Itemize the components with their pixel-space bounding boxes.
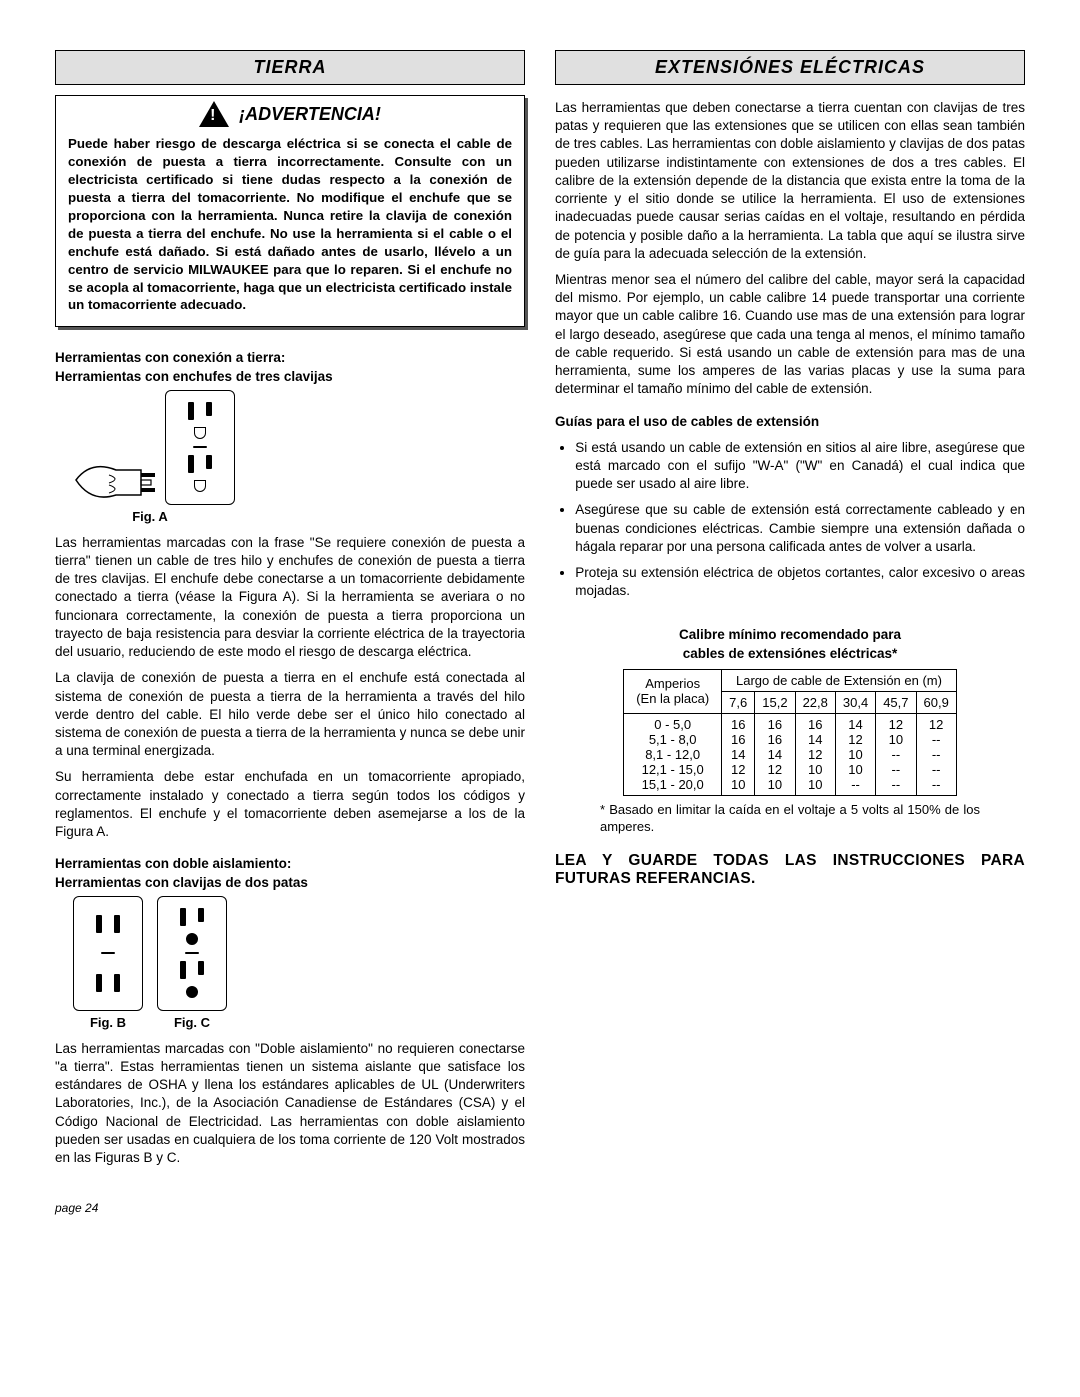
ext-para-1: Las herramientas que deben conectarse a … xyxy=(555,99,1025,263)
left-column: TIERRA ¡ADVERTENCIA! Puede haber riesgo … xyxy=(55,50,525,1171)
para-grounded-2: La clavija de conexión de puesta a tierr… xyxy=(55,669,525,760)
table-row: 0 - 5,0 5,1 - 8,0 8,1 - 12,0 12,1 - 15,0… xyxy=(624,713,957,795)
warning-triangle-icon xyxy=(199,101,229,127)
figure-a-label: Fig. A xyxy=(65,509,235,524)
guidelines-list: Si está usando un cable de extensión en … xyxy=(555,439,1025,609)
outlet-grounded-icon xyxy=(165,390,235,505)
figure-a: Fig. A xyxy=(65,390,235,524)
section-header-extensiones: EXTENSIÓNES ELÉCTRICAS xyxy=(555,50,1025,85)
subhead-guias: Guías para el uso de cables de extensión xyxy=(555,413,1025,431)
list-item: Proteja su extensión eléctrica de objeto… xyxy=(575,564,1025,600)
final-instruction: LEA Y GUARDE TODAS LAS INSTRUCCIONES PAR… xyxy=(555,852,1025,888)
table-header-length: Largo de cable de Extensión en (m) xyxy=(722,669,957,691)
table-header-amperios: Amperios (En la placa) xyxy=(624,669,722,713)
extension-cord-table: Amperios (En la placa) Largo de cable de… xyxy=(623,669,957,796)
warning-label: ¡ADVERTENCIA! xyxy=(239,104,381,125)
subhead-double-insulated: Herramientas con doble aislamiento: Herr… xyxy=(55,855,525,891)
figure-c-label: Fig. C xyxy=(157,1015,227,1030)
warning-title-row: ¡ADVERTENCIA! xyxy=(56,96,524,135)
table-footnote: * Basado en limitar la caída en el volta… xyxy=(600,802,980,836)
figures-bc: Fig. B Fig. C xyxy=(65,896,235,1030)
figure-b-label: Fig. B xyxy=(73,1015,143,1030)
plug-icon xyxy=(71,455,161,505)
subhead-grounded-tools: Herramientas con conexión a tierra: Herr… xyxy=(55,349,525,385)
para-double-insulated: Las herramientas marcadas con "Doble ais… xyxy=(55,1040,525,1168)
list-item: Asegúrese que su cable de extensión está… xyxy=(575,501,1025,556)
page-number: page 24 xyxy=(0,1201,1080,1245)
ext-para-2: Mientras menor sea el número del calibre… xyxy=(555,271,1025,399)
warning-box: ¡ADVERTENCIA! Puede haber riesgo de desc… xyxy=(55,95,525,327)
para-grounded-3: Su herramienta debe estar enchufada en u… xyxy=(55,768,525,841)
page-content: TIERRA ¡ADVERTENCIA! Puede haber riesgo … xyxy=(0,0,1080,1201)
warning-text: Puede haber riesgo de descarga eléctrica… xyxy=(56,135,524,326)
para-grounded-1: Las herramientas marcadas con la frase "… xyxy=(55,534,525,662)
right-column: EXTENSIÓNES ELÉCTRICAS Las herramientas … xyxy=(555,50,1025,1171)
list-item: Si está usando un cable de extensión en … xyxy=(575,439,1025,494)
outlet-two-prong-icon xyxy=(73,896,143,1011)
table-title: Calibre mínimo recomendado para cables d… xyxy=(555,626,1025,662)
section-header-tierra: TIERRA xyxy=(55,50,525,85)
outlet-grounded-b-icon xyxy=(157,896,227,1011)
